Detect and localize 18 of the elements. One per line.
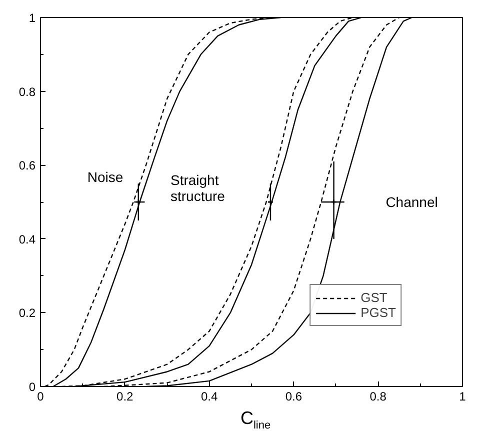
- legend-label: GST: [360, 290, 388, 305]
- annotation: Noise: [87, 168, 124, 185]
- y-tick-label: 1: [28, 11, 36, 25]
- annotation: Straight structure: [170, 172, 226, 204]
- annotation: Channel: [386, 194, 438, 210]
- x-tick-label: 0.8: [370, 390, 387, 404]
- y-tick-label: 0: [28, 380, 36, 394]
- legend-label: PGST: [360, 305, 396, 320]
- y-tick-label: 0.2: [18, 306, 36, 320]
- x-tick-label: 0.6: [285, 390, 302, 404]
- y-tick-label: 0.8: [18, 84, 36, 99]
- x-tick-label: 0.2: [116, 390, 134, 404]
- x-tick-label: 1: [459, 390, 466, 404]
- x-tick-label: 0: [37, 390, 44, 404]
- y-tick-label: 0.6: [18, 158, 36, 173]
- x-tick-label: 0.4: [200, 390, 218, 404]
- y-tick-label: 0.4: [18, 232, 36, 246]
- x-axis-title: C$_{line}$: [240, 408, 271, 431]
